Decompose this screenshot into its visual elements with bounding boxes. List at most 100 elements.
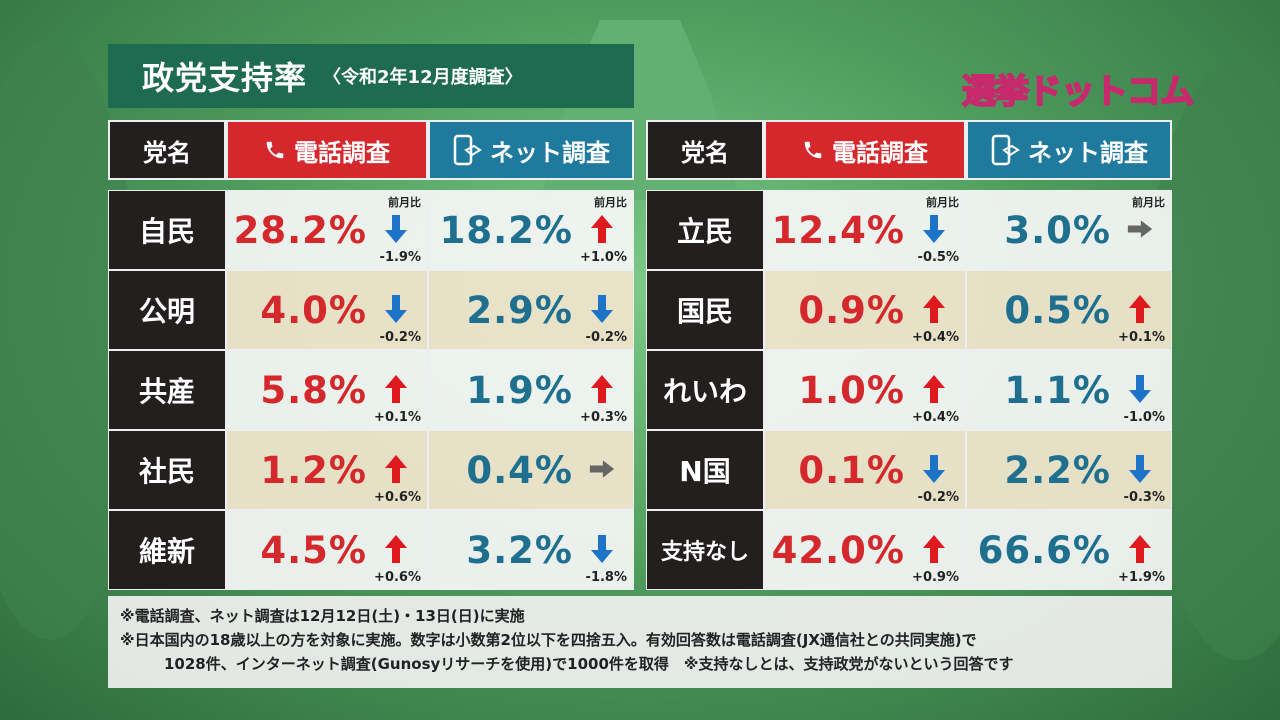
header-net-label: ネット調査 (490, 138, 610, 167)
phone-cell: 0.9% +0.4% (764, 270, 966, 350)
header-party: 党名 (108, 120, 226, 180)
table-row: N国 0.1% -0.2% 2.2% -0.3% (646, 430, 1172, 510)
arrow-right-icon (589, 453, 615, 485)
page-subtitle: 〈令和2年12月度調査〉 (323, 67, 523, 88)
net-value: 66.6% (977, 529, 1111, 572)
phone-delta: +0.4% (912, 410, 959, 425)
party-name: 社民 (108, 430, 226, 510)
net-delta: +1.0% (580, 250, 627, 265)
phone-delta: +0.6% (374, 490, 421, 505)
phone-cell: 1.0% +0.4% (764, 350, 966, 430)
net-delta: +0.3% (580, 410, 627, 425)
net-value: 2.9% (466, 289, 573, 332)
phone-value: 1.2% (260, 449, 367, 492)
party-name: 維新 (108, 510, 226, 590)
net-cell: 0.4% (428, 430, 634, 510)
party-name: 支持なし (646, 510, 764, 590)
smartphone-icon (452, 134, 482, 166)
table-row: 社民 1.2% +0.6% 0.4% (108, 430, 634, 510)
right-rows: 立民 前月比 12.4% -0.5% 前月比 3.0% 国民 0.9% +0.4% 0.5% +0.… (646, 190, 1172, 590)
table-row: 自民 前月比 28.2% -1.9% 前月比 18.2% +1.0% (108, 190, 634, 270)
phone-cell: 0.1% -0.2% (764, 430, 966, 510)
table-row: 支持なし 42.0% +0.9% 66.6% +1.9% (646, 510, 1172, 590)
phone-value: 12.4% (771, 209, 905, 252)
phone-delta: -0.2% (379, 330, 421, 345)
phone-value: 0.9% (798, 289, 905, 332)
left-table: 党名 電話調査 ネット調査 自民 前月比 28.2% -1.9% 前月比 18.2% +1.… (108, 120, 634, 590)
phone-value: 1.0% (798, 369, 905, 412)
site-logo: 選挙ドットコム (961, 71, 1195, 113)
arrow-up-icon (921, 533, 947, 565)
prev-month-label: 前月比 (1132, 196, 1165, 209)
net-cell: 前月比 18.2% +1.0% (428, 190, 634, 270)
table-row: 国民 0.9% +0.4% 0.5% +0.1% (646, 270, 1172, 350)
net-cell: 66.6% +1.9% (966, 510, 1172, 590)
arrow-right-icon (1127, 213, 1153, 245)
net-delta: +1.9% (1118, 570, 1165, 585)
arrow-up-icon (383, 533, 409, 565)
net-delta: -0.3% (1123, 490, 1165, 505)
arrow-down-icon (1127, 373, 1153, 405)
phone-delta: -0.5% (917, 250, 959, 265)
phone-value: 4.0% (260, 289, 367, 332)
arrow-up-icon (589, 213, 615, 245)
right-table: 党名 電話調査 ネット調査 立民 前月比 12.4% -0.5% 前月比 3.0% 国民 0.… (646, 120, 1172, 590)
party-name: れいわ (646, 350, 764, 430)
phone-icon (264, 139, 286, 161)
party-name: 自民 (108, 190, 226, 270)
party-name: 立民 (646, 190, 764, 270)
phone-delta: -0.2% (917, 490, 959, 505)
header-phone-label: 電話調査 (294, 138, 390, 167)
table-header: 党名 電話調査 ネット調査 (646, 120, 1172, 180)
header-net-label: ネット調査 (1028, 138, 1148, 167)
footnote-line: ※日本国内の18歳以上の方を対象に実施。数字は小数第2位以下を四捨五入。有効回答… (120, 631, 977, 649)
arrow-up-icon (383, 453, 409, 485)
net-delta: -1.0% (1123, 410, 1165, 425)
footnote-line: ※電話調査、ネット調査は12月12日(土)・13日(日)に実施 (120, 607, 525, 625)
arrow-down-icon (1127, 453, 1153, 485)
net-cell: 0.5% +0.1% (966, 270, 1172, 350)
arrow-up-icon (921, 373, 947, 405)
arrow-down-icon (589, 293, 615, 325)
phone-cell: 4.5% +0.6% (226, 510, 428, 590)
phone-delta: -1.9% (379, 250, 421, 265)
net-cell: 2.9% -0.2% (428, 270, 634, 350)
arrow-down-icon (589, 533, 615, 565)
table-row: れいわ 1.0% +0.4% 1.1% -1.0% (646, 350, 1172, 430)
header-net: ネット調査 (966, 120, 1172, 180)
title-banner: 政党支持率 〈令和2年12月度調査〉 (108, 44, 634, 108)
phone-cell: 42.0% +0.9% (764, 510, 966, 590)
arrow-up-icon (921, 293, 947, 325)
table-row: 維新 4.5% +0.6% 3.2% -1.8% (108, 510, 634, 590)
net-value: 0.5% (1004, 289, 1111, 332)
net-cell: 3.2% -1.8% (428, 510, 634, 590)
party-name: 共産 (108, 350, 226, 430)
phone-delta: +0.4% (912, 330, 959, 345)
prev-month-label: 前月比 (594, 196, 627, 209)
header-phone-label: 電話調査 (832, 138, 928, 167)
arrow-up-icon (1127, 533, 1153, 565)
arrow-up-icon (383, 373, 409, 405)
net-delta: -0.2% (585, 330, 627, 345)
phone-cell: 前月比 12.4% -0.5% (764, 190, 966, 270)
arrow-up-icon (589, 373, 615, 405)
phone-value: 42.0% (771, 529, 905, 572)
party-name: 公明 (108, 270, 226, 350)
phone-delta: +0.1% (374, 410, 421, 425)
header-phone: 電話調査 (764, 120, 966, 180)
net-cell: 前月比 3.0% (966, 190, 1172, 270)
net-cell: 1.9% +0.3% (428, 350, 634, 430)
table-row: 立民 前月比 12.4% -0.5% 前月比 3.0% (646, 190, 1172, 270)
arrow-down-icon (383, 293, 409, 325)
prev-month-label: 前月比 (926, 196, 959, 209)
left-rows: 自民 前月比 28.2% -1.9% 前月比 18.2% +1.0% 公明 4.0% -0.2% 2… (108, 190, 634, 590)
table-row: 共産 5.8% +0.1% 1.9% +0.3% (108, 350, 634, 430)
phone-value: 0.1% (798, 449, 905, 492)
smartphone-icon (990, 134, 1020, 166)
party-name: N国 (646, 430, 764, 510)
prev-month-label: 前月比 (388, 196, 421, 209)
net-value: 1.1% (1004, 369, 1111, 412)
table-row: 公明 4.0% -0.2% 2.9% -0.2% (108, 270, 634, 350)
net-value: 1.9% (466, 369, 573, 412)
phone-cell: 前月比 28.2% -1.9% (226, 190, 428, 270)
